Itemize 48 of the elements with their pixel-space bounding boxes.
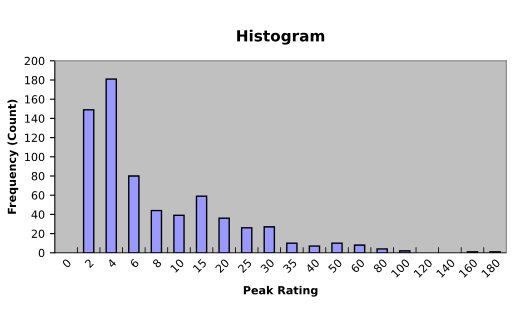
- x-tick-label: 30: [260, 258, 275, 274]
- y-axis-title: Frequency (Count): [7, 100, 18, 214]
- x-tick-label: 8: [152, 258, 162, 268]
- bar: [264, 226, 276, 253]
- bar: [354, 244, 366, 253]
- x-tick-label: 6: [130, 258, 140, 268]
- bar: [331, 242, 343, 253]
- y-tick-label: 0: [38, 248, 44, 258]
- y-tick-label: 200: [24, 56, 44, 66]
- bar: [173, 214, 185, 253]
- y-tick-label: 80: [32, 172, 44, 180]
- bar: [105, 78, 118, 253]
- x-tick-label: 20: [214, 258, 230, 274]
- x-tick-label: 120: [413, 258, 433, 278]
- y-tick-label: 60: [32, 191, 44, 200]
- x-tick-label: 2: [84, 258, 94, 268]
- y-tick-label: 180: [25, 76, 44, 84]
- bar: [128, 175, 140, 253]
- x-tick-label: 15: [192, 258, 207, 273]
- x-tick-label: 50: [328, 258, 343, 274]
- x-tick-label: 25: [237, 258, 252, 274]
- y-tick-label: 120: [25, 134, 44, 142]
- x-tick-label: 4: [106, 258, 117, 268]
- chart-title: Histogram: [237, 30, 324, 45]
- y-tick-label: 40: [31, 210, 44, 219]
- bar: [196, 195, 208, 253]
- x-tick-label: 60: [350, 258, 366, 274]
- x-tick-label: 10: [170, 258, 185, 273]
- bar: [308, 245, 320, 253]
- x-tick-label: 35: [282, 258, 298, 274]
- bar: [82, 109, 94, 253]
- x-tick-label: 140: [436, 258, 456, 278]
- x-axis-title: Peak Rating: [244, 286, 318, 297]
- y-tick-label: 20: [32, 230, 44, 238]
- x-tick-label: 160: [458, 258, 478, 278]
- bar: [240, 227, 252, 253]
- y-tick-label: 100: [25, 152, 44, 162]
- bar: [218, 218, 230, 253]
- bar: [150, 210, 162, 253]
- x-tick-label: 180: [481, 258, 501, 278]
- x-tick-label: 80: [372, 258, 388, 274]
- bar: [286, 242, 298, 253]
- x-tick-label: 40: [304, 258, 320, 274]
- x-tick-label: 100: [390, 258, 410, 278]
- bar: [376, 248, 388, 253]
- x-tick-label: 0: [62, 258, 72, 268]
- y-tick-label: 140: [25, 114, 44, 123]
- y-tick-label: 160: [25, 95, 44, 104]
